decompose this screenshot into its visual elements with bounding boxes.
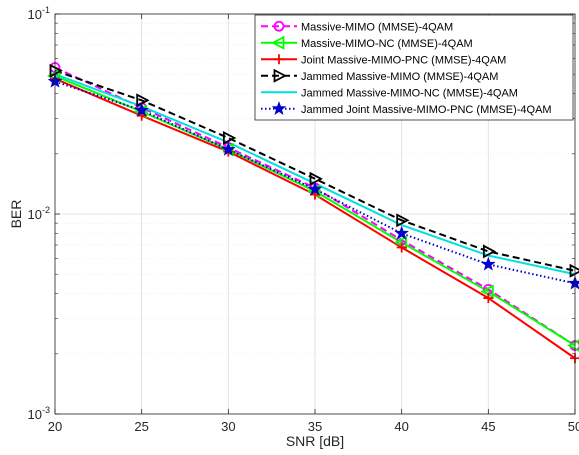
series-point-star — [307, 181, 323, 196]
x-tick-label: 40 — [394, 419, 408, 434]
legend-label: Jammed Massive-MIMO (MMSE)-4QAM — [301, 71, 498, 83]
x-tick-label: 50 — [568, 419, 579, 434]
series-point-plus — [396, 242, 407, 253]
y-tick-label: 10-2 — [28, 205, 50, 222]
x-axis-label: SNR [dB] — [286, 433, 344, 449]
series-markers-4 — [49, 63, 579, 278]
y-tick-exponent: -3 — [42, 405, 50, 415]
y-tick-exponent: -1 — [42, 5, 50, 15]
legend-label: Massive-MIMO-NC (MMSE)-4QAM — [301, 38, 473, 50]
series-point-star — [271, 101, 287, 115]
legend-entry: Jammed Massive-MIMO-NC (MMSE)-4QAM — [261, 87, 518, 99]
legend-box — [254, 14, 574, 121]
series-point-plus — [274, 54, 284, 65]
x-tick-label: 35 — [308, 419, 322, 434]
series-point-triangle-right — [482, 244, 497, 259]
legend-label: Jammed Massive-MIMO-NC (MMSE)-4QAM — [301, 87, 518, 99]
legend-label: Jammed Joint Massive-MIMO-PNC (MMSE)-4QA… — [301, 104, 552, 116]
series-point-star — [134, 102, 149, 117]
y-tick-label: 10-3 — [28, 405, 50, 422]
series-point-triangle-right — [309, 171, 323, 186]
y-tick-base: 10 — [28, 407, 42, 422]
y-tick-base: 10 — [28, 7, 42, 22]
legend-entry: Jammed Joint Massive-MIMO-PNC (MMSE)-4QA… — [261, 101, 552, 116]
series-point-triangle-right — [222, 130, 237, 145]
y-axis-label: BER — [8, 200, 24, 229]
series-point-star — [221, 141, 236, 156]
legend-label: Massive-MIMO (MMSE)-4QAM — [301, 21, 453, 33]
series-point-triangle-right — [273, 68, 287, 83]
legend: Massive-MIMO (MMSE)-4QAM Massive-MIMO-NC … — [254, 14, 574, 121]
series-point-triangle-right — [569, 263, 579, 278]
series-point-circle — [273, 20, 285, 32]
series-point-triangle-right — [396, 213, 410, 228]
y-tick-exponent: -2 — [42, 205, 50, 215]
legend-entry: Jammed Massive-MIMO (MMSE)-4QAM — [261, 68, 498, 83]
series-point-triangle-right — [136, 93, 150, 108]
y-tick-label: 10-1 — [28, 5, 50, 22]
series-point-triangle-left — [271, 35, 285, 50]
y-tick-base: 10 — [28, 207, 42, 222]
series-point-triangle-right — [49, 63, 63, 78]
series-point-plus — [483, 293, 494, 304]
series-point-triangle-left — [567, 339, 579, 352]
legend-label: Joint Massive-MIMO-PNC (MMSE)-4QAM — [301, 54, 506, 66]
tick-labels: 10-310-210-120 25 30 35 40 45 50 — [28, 5, 579, 434]
x-tick-label: 45 — [481, 419, 495, 434]
x-tick-label: 25 — [134, 419, 148, 434]
legend-entry: Massive-MIMO-NC (MMSE)-4QAM — [261, 35, 473, 50]
x-tick-label: 30 — [221, 419, 235, 434]
legend-entry: Joint Massive-MIMO-PNC (MMSE)-4QAM — [261, 54, 506, 66]
legend-entry: Massive-MIMO (MMSE)-4QAM — [261, 20, 453, 33]
x-tick-label: 20 — [48, 419, 62, 434]
series-line-4 — [54, 69, 576, 272]
series-point-star — [481, 256, 496, 271]
series-point-star — [394, 225, 409, 240]
